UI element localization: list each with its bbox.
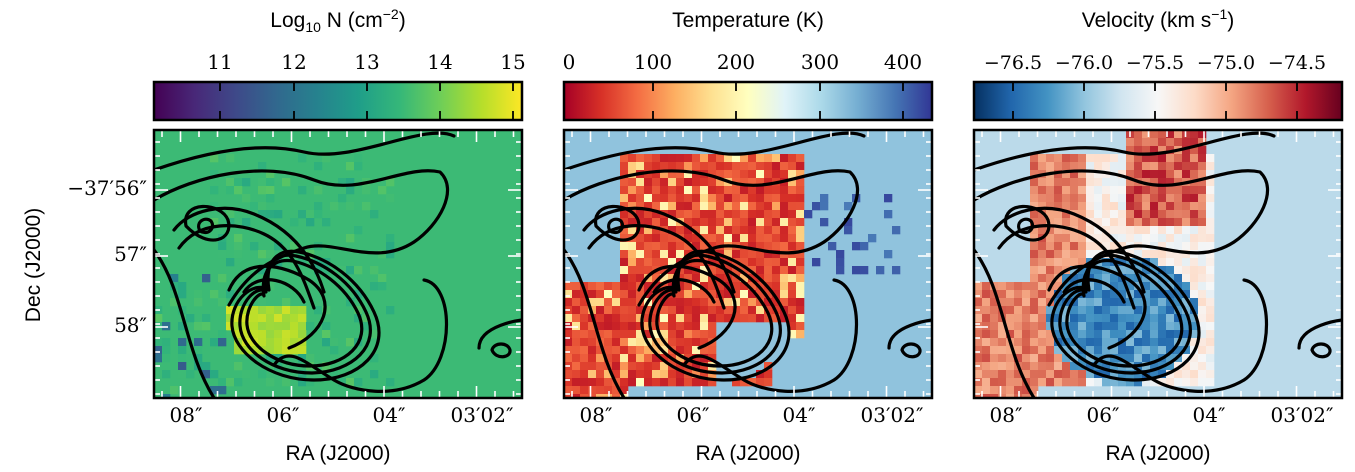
- cbar2-tick-label-1: 100: [634, 50, 672, 74]
- colorbar-label-column-density: Log10 N (cm−2): [270, 6, 405, 35]
- x-tick-label-p3-2: 04″: [1193, 403, 1226, 427]
- label-log: Log: [270, 9, 305, 32]
- map-frame-column-density: [152, 128, 524, 400]
- label-vel: Velocity (km s: [1082, 9, 1212, 32]
- map-temperature: [564, 130, 932, 398]
- cbar1-tick-label-4: 15: [500, 50, 525, 74]
- x-tick-label-p1-1: 06″: [267, 403, 300, 427]
- cbar3-ticks: [1012, 82, 1298, 120]
- x-tick-label-p3-1: 06″: [1087, 403, 1120, 427]
- x-tick-label-p1-3: 03′02″: [451, 403, 514, 427]
- x-tick-label-p1-2: 04″: [373, 403, 406, 427]
- colorbar-velocity: [972, 80, 1344, 122]
- cbar3-tick-label-3: −75.0: [1197, 52, 1255, 74]
- y-tick-label-2: 58″: [114, 313, 147, 337]
- y-tick-label-1: 57″: [114, 242, 147, 266]
- y-axis-label: Dec (J2000): [22, 208, 45, 322]
- label-n-sup: −2: [383, 6, 399, 22]
- cbar1-tick-label-0: 11: [207, 50, 232, 74]
- cbar2-tick-label-2: 200: [717, 50, 755, 74]
- x-tick-label-p2-3: 03′02″: [861, 403, 924, 427]
- x-axis-label-p1: RA (J2000): [285, 442, 390, 465]
- cbar1-ticks: [219, 82, 514, 120]
- cbar3-tick-label-4: −74.5: [1268, 52, 1326, 74]
- cbar3-tick-label-2: −75.5: [1126, 52, 1184, 74]
- y-tick-label-0: −37′56″: [67, 176, 147, 200]
- cbar3-tick-label-1: −76.0: [1055, 52, 1113, 74]
- cbar3-tick-label-0: −76.5: [984, 52, 1042, 74]
- colorbar-label-temperature: Temperature (K): [672, 9, 824, 32]
- x-tick-label-p2-2: 04″: [783, 403, 816, 427]
- label-n: N (cm: [321, 9, 383, 32]
- colorbar-label-velocity: Velocity (km s−1): [1082, 6, 1235, 32]
- colorbar-column-density: [152, 80, 524, 122]
- x-tick-label-p2-1: 06″: [677, 403, 710, 427]
- x-tick-label-p3-3: 03′02″: [1271, 403, 1334, 427]
- map-velocity: [974, 130, 1342, 398]
- cbar1-tick-label-1: 12: [281, 50, 306, 74]
- cbar2-tick-label-0: 0: [563, 50, 576, 74]
- cbar1-tick-label-3: 14: [427, 50, 452, 74]
- panel-velocity: Velocity (km s−1) −76.5 −76.0 −75.5 −75.…: [972, 6, 1344, 465]
- cbar2-ticks: [652, 82, 904, 120]
- x-tick-label-p3-0: 08″: [990, 403, 1023, 427]
- map-column-density: [154, 130, 522, 398]
- x-tick-label-p2-0: 08″: [580, 403, 613, 427]
- panel-temperature: Temperature (K) 0 100 200 300 400 08″ 06…: [562, 9, 934, 465]
- label-vel-end: ): [1227, 9, 1234, 32]
- x-axis-label-p3: RA (J2000): [1105, 442, 1210, 465]
- x-axis-label-p2: RA (J2000): [695, 442, 800, 465]
- label-vel-sup: −1: [1211, 6, 1227, 22]
- cbar2-tick-label-4: 400: [884, 50, 922, 74]
- label-log-sub: 10: [305, 19, 321, 35]
- label-n-end: ): [399, 9, 406, 32]
- cbar2-tick-label-3: 300: [801, 50, 839, 74]
- cbar1-tick-label-2: 13: [354, 50, 379, 74]
- map-frame-temperature: [562, 128, 934, 400]
- x-tick-label-p1-0: 08″: [170, 403, 203, 427]
- panel-column-density: Log10 N (cm−2) 11 12 13 14 15 08″ 06″ 04…: [152, 6, 526, 465]
- map-frame-velocity: [972, 128, 1344, 400]
- colorbar-temperature: [562, 80, 934, 122]
